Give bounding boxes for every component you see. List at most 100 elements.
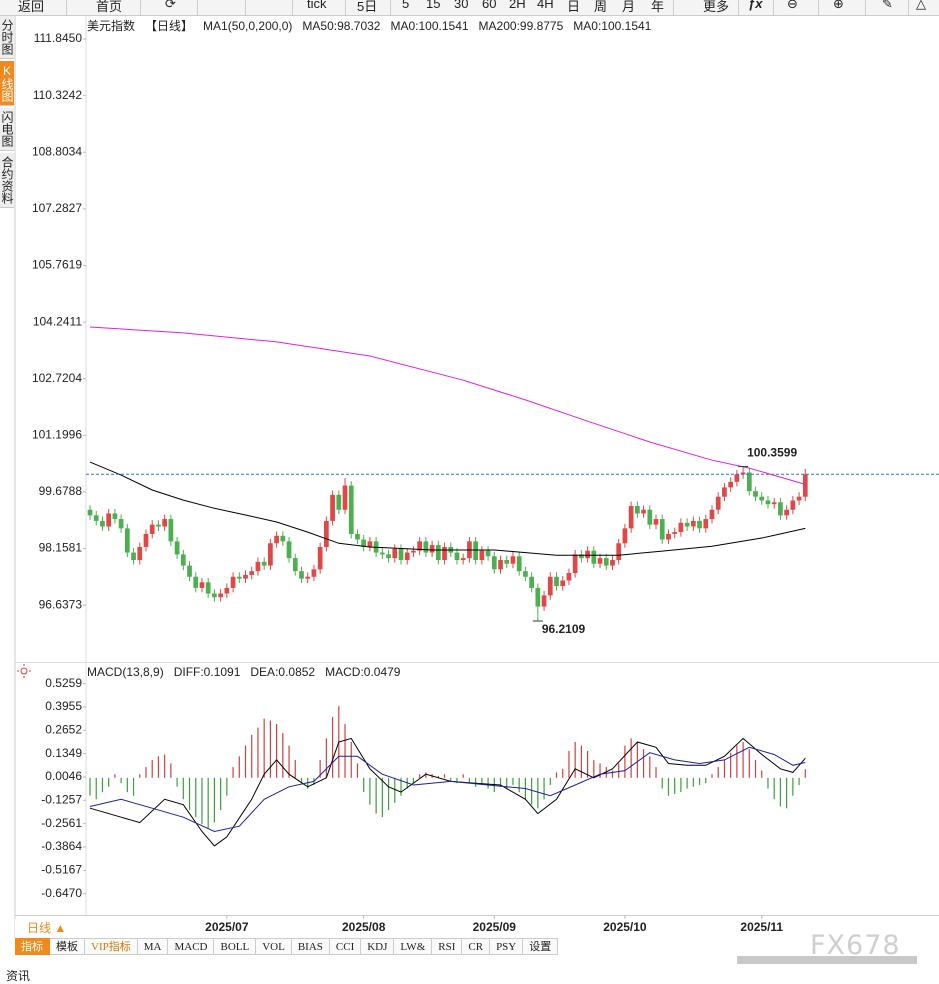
candle-body — [162, 519, 168, 527]
period-button[interactable]: 30 — [454, 0, 469, 11]
candle-body — [112, 513, 118, 520]
candle-body — [367, 541, 373, 547]
series-line — [89, 461, 806, 556]
y-tick-label: 96.6373 — [39, 597, 83, 611]
x-tick-label: 2025/11 — [740, 920, 783, 934]
candle-body — [93, 515, 99, 521]
candle-body — [131, 552, 136, 561]
indicator-tab[interactable]: CCI — [329, 938, 362, 955]
home-button[interactable]: 首页 — [96, 0, 123, 14]
candle-body — [690, 520, 696, 527]
candle-body — [759, 496, 765, 501]
legend-item: MA0:100.1541 — [573, 19, 651, 33]
draw-button[interactable]: ✎ — [882, 0, 893, 11]
macd-icon — [17, 664, 31, 678]
separator — [140, 0, 141, 15]
candle-body — [212, 593, 217, 598]
candle-body — [268, 543, 273, 566]
indicator-tab[interactable]: MA — [137, 938, 169, 955]
indicator-tab[interactable]: KDJ — [361, 938, 395, 955]
candle-body — [765, 500, 771, 505]
period-button[interactable]: 5 — [402, 0, 410, 11]
candle-body — [429, 545, 435, 553]
separator — [818, 0, 819, 15]
zoom-in-button[interactable]: ⊕ — [833, 0, 844, 11]
candle-body — [523, 571, 528, 577]
legend-period: 【日线】 — [145, 19, 193, 33]
candle-body — [585, 550, 590, 559]
indicator-tab[interactable]: BIAS — [291, 938, 330, 955]
candle-body — [330, 494, 335, 521]
indicator-tab[interactable]: PSY — [490, 938, 524, 955]
period-button[interactable]: 周 — [594, 0, 608, 14]
y-tick-label: -0.6470 — [41, 886, 82, 900]
candle-body — [572, 554, 578, 574]
candle-body — [473, 541, 479, 561]
back-button[interactable]: 返回 — [18, 0, 45, 14]
candle-body — [778, 502, 783, 516]
period-button[interactable]: 15 — [426, 0, 441, 11]
indicator-tab[interactable]: 设置 — [523, 938, 559, 955]
candle-body — [218, 593, 223, 598]
sidebar-tab-active[interactable]: K线图 — [0, 61, 14, 106]
formula-button[interactable]: ƒx — [748, 0, 763, 11]
zoom-out-button[interactable]: ⊖ — [787, 0, 798, 11]
period-selector[interactable]: 日线 ▲ — [15, 919, 83, 937]
indicator-tab[interactable]: LW& — [394, 938, 433, 955]
candle-body — [703, 519, 709, 529]
legend-title: MACD(13,8,9) — [87, 665, 164, 679]
refresh-button[interactable]: ⟳ — [165, 0, 176, 11]
candle-body — [566, 573, 572, 581]
candle-body — [498, 560, 503, 570]
indicator-tab[interactable]: RSI — [432, 938, 463, 955]
y-tick-label: 107.2827 — [32, 201, 82, 215]
candle-body — [653, 519, 659, 525]
chart-bg — [15, 16, 939, 938]
separator — [738, 0, 739, 15]
sidebar-tab[interactable]: 分时图 — [0, 16, 14, 59]
indicator-tab[interactable]: BOLL — [214, 938, 257, 955]
candle-body — [274, 535, 279, 544]
indicator-tab[interactable]: VIP指标 — [85, 938, 138, 955]
sidebar-tab[interactable]: 闪电图 — [0, 108, 14, 151]
candle-body — [255, 561, 261, 572]
more-button[interactable]: 更多 — [703, 0, 730, 14]
candle-body — [579, 554, 584, 559]
period-button[interactable]: 月 — [622, 0, 636, 14]
candle-body — [143, 533, 149, 547]
tick-button[interactable]: tick — [307, 0, 327, 11]
candle-body — [187, 565, 192, 577]
period-button[interactable]: 年 — [651, 0, 665, 14]
period-button[interactable]: 60 — [482, 0, 497, 11]
candle-body — [193, 576, 199, 588]
candle-body — [491, 556, 497, 570]
period-button[interactable]: 5日 — [357, 0, 378, 14]
indicator-tab[interactable]: VOL — [256, 938, 292, 955]
candle-body — [392, 548, 398, 559]
watermark: FX678 — [810, 930, 901, 961]
indicator-tab[interactable]: CR — [462, 938, 491, 955]
period-button[interactable]: 日 — [567, 0, 581, 14]
period-button[interactable]: 4H — [537, 0, 554, 11]
y-tick-label: 105.7619 — [32, 258, 82, 272]
news-link[interactable]: 资讯 — [6, 969, 31, 983]
y-tick-label: 99.6788 — [39, 484, 83, 498]
candle-body — [510, 556, 516, 564]
period-button[interactable]: 2H — [509, 0, 526, 11]
x-tick-label: 2025/08 — [342, 920, 386, 934]
indicator-tab[interactable]: MACD — [168, 938, 215, 955]
y-tick-label: 0.0046 — [45, 769, 82, 783]
sidebar-tab[interactable]: 合约资料 — [0, 153, 14, 208]
collapse-button[interactable]: △ — [916, 0, 926, 11]
candle-body — [435, 545, 441, 561]
candle-body — [616, 543, 622, 561]
candle-body — [666, 533, 671, 540]
legend-item: MA0:100.1541 — [390, 19, 468, 33]
indicator-tab[interactable]: 指标 — [15, 938, 50, 955]
candle-body — [280, 535, 286, 542]
indicator-tab[interactable]: 模板 — [50, 938, 85, 955]
x-tick-label: 2025/10 — [603, 920, 647, 934]
candle-body — [771, 502, 777, 505]
scrollbar[interactable] — [737, 956, 917, 964]
legend-item: DEA:0.0852 — [250, 665, 315, 679]
